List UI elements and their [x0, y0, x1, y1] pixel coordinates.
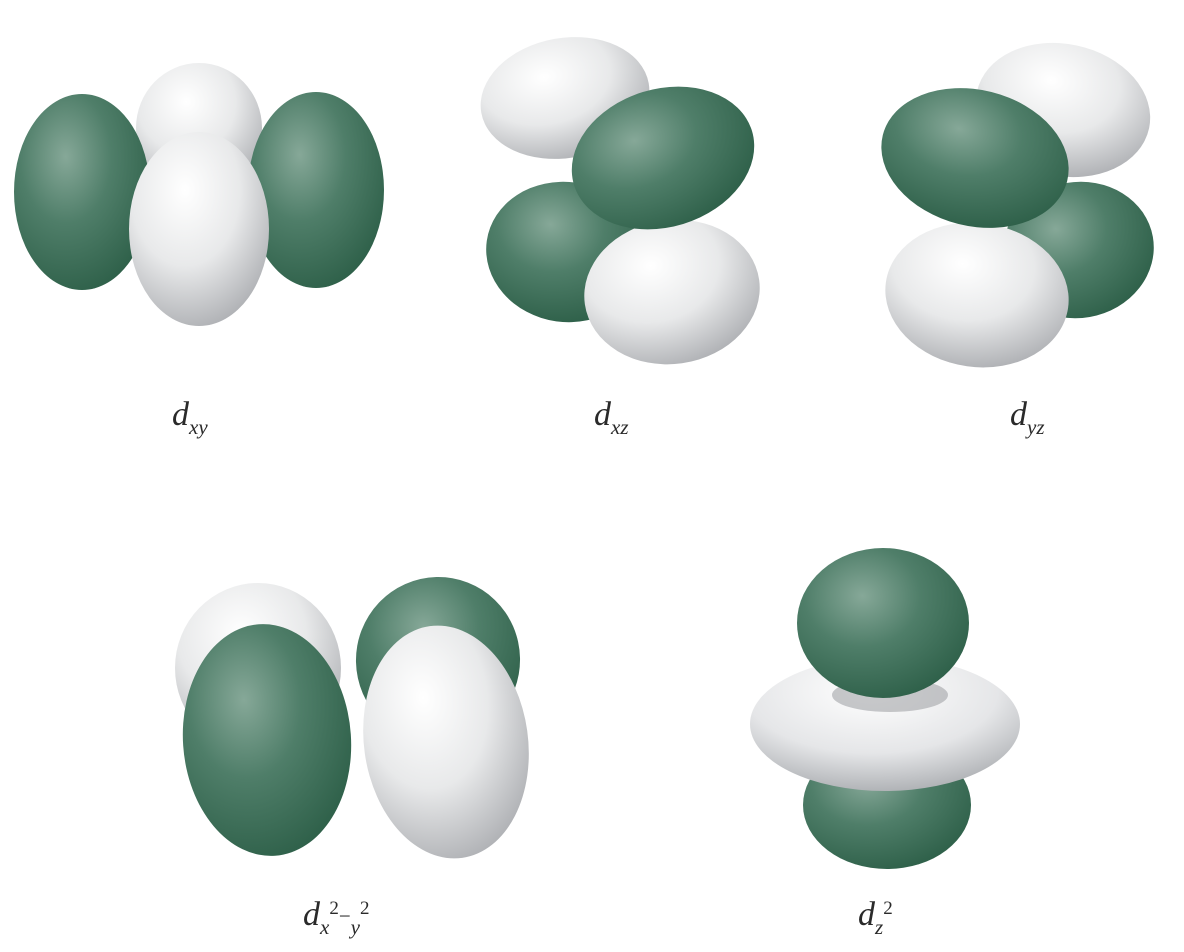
label-dxy-subscript: xy	[189, 415, 208, 439]
lobe-white	[584, 219, 760, 365]
orbital-dxy	[14, 63, 384, 326]
lobe-green	[182, 624, 352, 856]
label-dz2-symbol: d	[858, 896, 875, 933]
orbital-dz2	[750, 548, 1020, 869]
label-dx2y2-sub-x: x	[320, 915, 330, 939]
label-dyz: dyz	[1010, 396, 1045, 438]
label-dyz-subscript: yz	[1027, 415, 1045, 439]
lobe-green	[571, 86, 755, 230]
label-dx2y2-minus: −	[338, 904, 351, 928]
label-dxz: dxz	[594, 396, 629, 438]
label-dz2-subscript: z	[875, 915, 884, 939]
torus-white	[750, 657, 1020, 791]
lobe-white	[363, 625, 529, 859]
orbital-dxz	[480, 37, 760, 365]
label-dz2-superscript: 2	[883, 898, 893, 919]
lobe-green	[797, 548, 969, 698]
label-dxy: dxy	[172, 396, 208, 438]
lobe-green	[881, 88, 1069, 228]
label-dx2y2-symbol: d	[303, 896, 320, 933]
label-dx2y2-sub-y: y	[350, 915, 360, 939]
label-dyz-symbol: d	[1010, 396, 1027, 433]
label-dxy-symbol: d	[172, 396, 189, 433]
label-dxz-subscript: xz	[611, 415, 629, 439]
label-dx2-y2: dx2−y2	[303, 896, 370, 938]
label-dxz-symbol: d	[594, 396, 611, 433]
label-dx2y2-sup-2b: 2	[360, 898, 370, 919]
lobe-green	[248, 92, 384, 288]
label-dx2y2-sup-2a: 2	[329, 898, 339, 919]
lobe-white	[885, 222, 1069, 368]
lobe-green	[14, 94, 150, 290]
orbital-dx2-y2	[175, 577, 529, 859]
label-dz2: dz2	[858, 896, 893, 938]
lobe-white	[129, 132, 269, 326]
orbital-dyz	[881, 42, 1154, 368]
